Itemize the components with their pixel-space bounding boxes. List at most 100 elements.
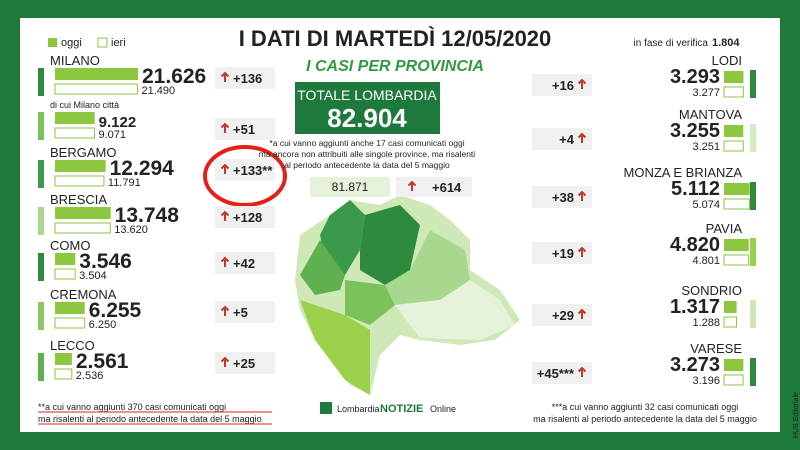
bar-oggi xyxy=(724,71,744,83)
bar-oggi xyxy=(55,160,106,172)
delta: +5 xyxy=(233,305,248,320)
delta: +38 xyxy=(552,190,574,205)
bar-ieri xyxy=(54,368,73,380)
total-ieri-box xyxy=(310,177,390,197)
province-strip xyxy=(750,182,756,210)
up-arrow xyxy=(220,71,230,82)
up-arrow xyxy=(220,305,230,316)
delta-box xyxy=(215,118,275,140)
total-value: 82.904 xyxy=(327,103,407,133)
delta: +136 xyxy=(233,71,262,86)
bar-oggi xyxy=(724,183,750,195)
delta-box xyxy=(532,128,592,150)
delta-box xyxy=(532,74,592,96)
province-name: LECCO xyxy=(50,338,95,353)
bar-ieri xyxy=(54,83,139,95)
total-label: TOTALE LOMBARDIA xyxy=(297,87,437,103)
map xyxy=(295,195,520,395)
delta-box xyxy=(215,301,275,323)
total-note: al periodo antecedente la data del 5 mag… xyxy=(284,160,450,170)
value-oggi: 2.561 xyxy=(76,350,129,373)
bar-oggi xyxy=(724,359,744,371)
delta-box xyxy=(532,362,592,384)
legend-label: ieri xyxy=(111,37,126,49)
value-oggi: 4.820 xyxy=(670,234,720,256)
province-strip xyxy=(750,70,756,98)
province-name: CREMONA xyxy=(50,287,117,302)
up-arrow xyxy=(577,246,587,257)
side-label: HUB Editoriale xyxy=(793,392,800,438)
footnote: ma risalenti al periodo antecedente la d… xyxy=(38,414,262,424)
delta: +128 xyxy=(233,210,262,225)
logo-icon xyxy=(320,402,332,414)
province-strip xyxy=(750,238,756,266)
up-arrow xyxy=(577,366,587,377)
bar-ieri xyxy=(54,317,86,329)
bar-oggi xyxy=(724,125,744,137)
delta-box xyxy=(215,159,275,181)
value-oggi: 21.626 xyxy=(142,65,206,88)
bar-ieri xyxy=(54,127,95,139)
subtitle: I CASI PER PROVINCIA xyxy=(306,58,484,75)
up-arrow xyxy=(577,308,587,319)
logo-text: Lombardia xyxy=(337,404,380,414)
delta: +51 xyxy=(233,122,255,137)
total-note: *a cui vanno aggiunti anche 17 casi comu… xyxy=(269,138,464,148)
value-oggi: 6.255 xyxy=(89,299,142,322)
total-note: ma ancora non attribuiti alle singole pr… xyxy=(259,149,476,159)
delta-box xyxy=(215,67,275,89)
province-strip xyxy=(38,160,44,188)
province-strip xyxy=(750,358,756,386)
delta: +42 xyxy=(233,256,255,271)
value-oggi: 3.546 xyxy=(79,250,132,273)
legend-swatch xyxy=(48,38,57,47)
bar-oggi xyxy=(55,302,85,314)
bar-ieri xyxy=(723,316,737,328)
province-name: PAVIA xyxy=(706,221,743,236)
delta: +25 xyxy=(233,356,255,371)
delta: +29 xyxy=(552,308,574,323)
value-ieri: 3.196 xyxy=(692,375,720,387)
delta-box xyxy=(215,206,275,228)
province-name: MANTOVA xyxy=(679,107,742,122)
bar-ieri xyxy=(54,268,76,280)
bar-ieri xyxy=(723,254,750,266)
total-box xyxy=(295,82,440,134)
delta-box xyxy=(215,252,275,274)
province-name: LODI xyxy=(712,53,742,68)
province-strip xyxy=(38,353,44,381)
bar-oggi xyxy=(55,207,111,219)
province-strip xyxy=(38,253,44,281)
bar-ieri xyxy=(54,222,111,234)
up-arrow xyxy=(220,122,230,133)
value-ieri: 21.490 xyxy=(142,85,176,97)
delta: +19 xyxy=(552,246,574,261)
bar-ieri xyxy=(54,175,105,187)
value-ieri: 3.251 xyxy=(692,141,720,153)
value-oggi: 3.273 xyxy=(670,354,720,376)
bar-oggi xyxy=(724,301,737,313)
province-strip xyxy=(750,300,756,328)
bar-ieri xyxy=(723,86,744,98)
province-strip xyxy=(38,112,44,140)
value-ieri: 1.288 xyxy=(692,317,720,329)
delta: +4 xyxy=(559,132,575,147)
up-arrow xyxy=(220,163,230,174)
delta-box xyxy=(215,352,275,374)
logo-text: NOTIZIE xyxy=(380,403,423,415)
up-arrow xyxy=(577,132,587,143)
value-ieri: 11.791 xyxy=(108,177,141,189)
bar-oggi xyxy=(55,112,95,124)
province-name: BERGAMO xyxy=(50,145,116,160)
province-strip xyxy=(750,124,756,152)
value-oggi: 12.294 xyxy=(110,157,175,180)
value-ieri: 4.801 xyxy=(692,255,720,267)
province-name: BRESCIA xyxy=(50,192,107,207)
province-name: MILANO xyxy=(50,53,100,68)
value-oggi: 9.122 xyxy=(99,114,137,131)
highlight-circle xyxy=(203,145,287,207)
bar-oggi xyxy=(55,253,76,265)
bar-ieri xyxy=(723,198,751,210)
title: I DATI DI MARTEDÌ 12/05/2020 xyxy=(239,26,552,51)
